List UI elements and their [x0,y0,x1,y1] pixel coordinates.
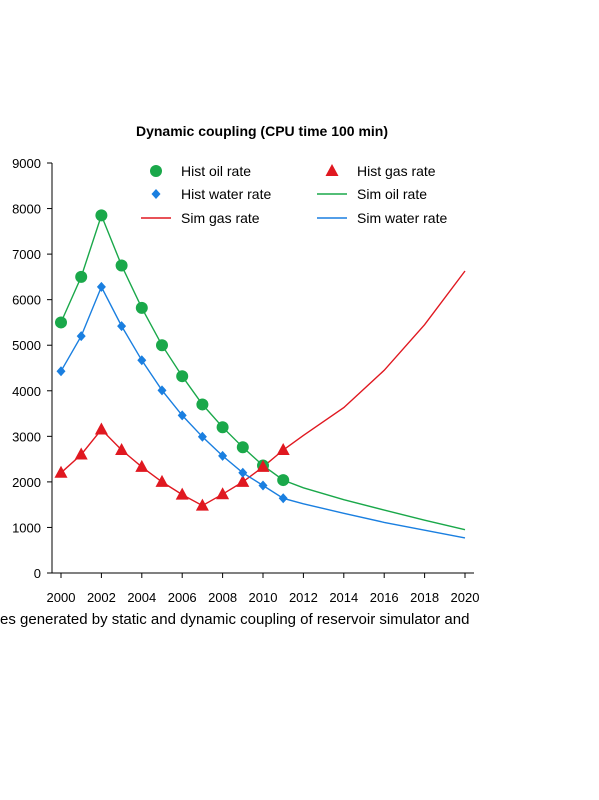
x-tick-label: 2012 [289,590,318,605]
data-point-hist-water-rate [177,410,187,421]
y-tick-label: 7000 [12,247,41,262]
series-markers [54,209,290,511]
legend-label: Hist water rate [181,186,271,202]
data-point-hist-gas-rate [74,447,88,460]
x-tick-label: 2002 [87,590,116,605]
legend-label: Hist gas rate [357,163,436,179]
x-tick-label: 2014 [329,590,358,605]
data-point-hist-gas-rate [135,459,149,472]
data-point-hist-water-rate [258,480,268,491]
data-point-hist-oil-rate [176,370,189,383]
data-point-hist-water-rate [96,281,106,292]
legend-item-hist-oil-rate: Hist oil rate [150,163,251,179]
y-tick-label: 1000 [12,520,41,535]
data-point-hist-gas-rate [216,487,230,500]
data-point-hist-water-rate [218,450,228,461]
data-point-hist-oil-rate [55,316,67,329]
axes: 0 1000 2000 3000 4000 5000 6000 7000 8000 9000 200… [12,156,479,605]
data-point-hist-gas-rate [256,459,270,472]
y-tick-label: 4000 [12,384,41,399]
data-point-hist-oil-rate [95,209,108,222]
legend-label: Sim gas rate [181,210,260,226]
data-point-hist-gas-rate [175,487,189,500]
data-point-hist-water-rate [76,331,86,342]
legend-marker [151,189,161,199]
legend-item-sim-gas-rate: Sim gas rate [141,210,260,226]
data-point-hist-oil-rate [277,474,290,487]
data-point-hist-gas-rate [236,474,250,487]
y-tick-label: 6000 [12,293,41,308]
data-point-hist-oil-rate [156,339,168,352]
legend-marker [325,164,339,176]
data-point-hist-gas-rate [276,443,290,455]
legend-item-sim-oil-rate: Sim oil rate [317,186,427,202]
x-tick-label: 2006 [168,590,197,605]
data-point-hist-oil-rate [196,398,209,411]
figure-caption: es generated by static and dynamic coupl… [0,611,470,628]
legend-label: Sim water rate [357,210,447,226]
y-tick-label: 8000 [12,202,41,217]
data-point-hist-oil-rate [135,301,148,314]
x-tick-label: 2016 [370,590,399,605]
y-tick-label: 2000 [12,475,41,490]
data-point-hist-water-rate [238,467,248,478]
data-point-hist-gas-rate [54,465,68,478]
y-tick-label: 5000 [12,338,41,353]
data-point-hist-oil-rate [216,421,229,434]
data-point-hist-gas-rate [155,474,169,487]
data-point-hist-water-rate [157,385,167,396]
y-tick-label: 0 [34,566,41,581]
data-point-hist-oil-rate [115,259,128,272]
data-point-hist-water-rate [117,321,127,332]
data-point-hist-water-rate [278,493,288,504]
legend: Hist oil rate Hist gas rate Hist water rat… [141,163,447,226]
x-tick-label: 2008 [208,590,237,605]
data-point-hist-gas-rate [115,443,129,455]
legend-label: Sim oil rate [357,186,427,202]
data-point-hist-water-rate [197,431,207,442]
x-tick-label: 2010 [249,590,278,605]
data-point-hist-oil-rate [236,441,249,454]
legend-marker [150,165,162,177]
data-point-hist-oil-rate [75,270,88,283]
legend-item-hist-water-rate: Hist water rate [151,186,271,202]
legend-item-hist-gas-rate: Hist gas rate [325,163,436,179]
legend-item-sim-water-rate: Sim water rate [317,210,447,226]
data-point-hist-water-rate [56,366,66,377]
legend-label: Hist oil rate [181,163,251,179]
chart-title: Dynamic coupling (CPU time 100 min) [136,123,388,139]
x-tick-label: 2018 [410,590,439,605]
y-tick-label: 9000 [12,156,41,171]
data-point-hist-gas-rate [94,422,108,435]
x-tick-label: 2020 [451,590,480,605]
x-tick-label: 2000 [47,590,76,605]
y-tick-label: 3000 [12,429,41,444]
data-point-hist-water-rate [137,355,147,366]
x-tick-label: 2004 [127,590,156,605]
data-point-hist-gas-rate [195,498,209,511]
